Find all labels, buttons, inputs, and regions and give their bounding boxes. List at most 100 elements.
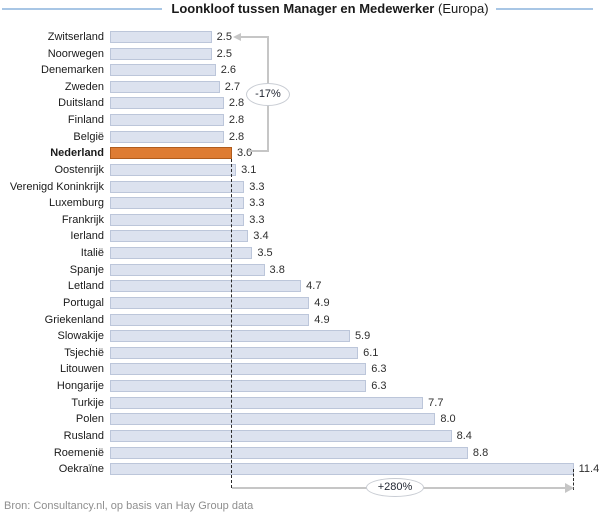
bar xyxy=(110,396,424,409)
country-label: Slowakije xyxy=(57,330,104,343)
chart-row: Luxemburg 3.3 xyxy=(0,195,600,211)
value-label: 6.3 xyxy=(371,363,387,376)
country-label: Tsjechië xyxy=(64,346,104,359)
bar xyxy=(110,230,249,243)
value-label: 3.3 xyxy=(249,197,265,210)
country-label: Litouwen xyxy=(59,363,104,376)
chart-row: Noorwegen 2.5 xyxy=(0,46,600,62)
chart-row: Polen 8.0 xyxy=(0,411,600,427)
decrease-badge: -17% xyxy=(246,83,290,106)
chart-row: Zwitserland 2.5 xyxy=(0,29,600,45)
bar xyxy=(110,163,237,176)
country-label: Luxemburg xyxy=(48,197,104,210)
bar xyxy=(110,64,216,77)
value-label: 8.4 xyxy=(456,429,472,442)
chart-row: Verenigd Koninkrijk 3.3 xyxy=(0,179,600,195)
comparison-bracket-bottom xyxy=(248,150,268,152)
bar xyxy=(110,446,468,459)
chart-row: Denemarken 2.6 xyxy=(0,62,600,78)
value-label: 8.0 xyxy=(440,413,456,426)
title-rule-right xyxy=(496,8,593,10)
chart-row: Oekraïne 11.4 xyxy=(0,461,600,477)
bar xyxy=(110,80,220,93)
bar xyxy=(110,31,212,43)
chart-title: Loonkloof tussen Manager en Medewerker (… xyxy=(155,1,505,16)
country-label: Letland xyxy=(67,280,104,293)
country-label: Italië xyxy=(80,247,104,260)
value-label: 5.9 xyxy=(354,330,371,343)
chart-row: Hongarije 6.3 xyxy=(0,378,600,394)
bar xyxy=(110,263,265,276)
chart-row: Litouwen 6.3 xyxy=(0,361,600,377)
country-label: Spanje xyxy=(69,263,104,276)
chart-row: Spanje 3.8 xyxy=(0,262,600,278)
value-label: 3.5 xyxy=(257,247,273,260)
bar xyxy=(110,47,212,60)
chart-row: Finland 2.8 xyxy=(0,112,600,128)
bar xyxy=(110,197,245,210)
country-label: Rusland xyxy=(63,429,104,442)
chart-row: Turkije 7.7 xyxy=(0,395,600,411)
chart-row: Zweden 2.7 xyxy=(0,79,600,95)
bar xyxy=(110,363,367,376)
country-label: Zweden xyxy=(64,80,104,93)
source-note: Bron: Consultancy.nl, op basis van Hay G… xyxy=(4,500,254,512)
chart-row: Ierland 3.4 xyxy=(0,228,600,244)
country-label: Ierland xyxy=(70,230,104,243)
value-label: 4.9 xyxy=(314,313,330,326)
chart-row: Tsjechië 6.1 xyxy=(0,345,600,361)
country-label: Portugal xyxy=(63,296,104,309)
country-label: België xyxy=(73,130,104,143)
value-label: 2.5 xyxy=(216,47,232,60)
country-label: Nederland xyxy=(50,147,104,160)
value-label: 11.4 xyxy=(578,463,600,476)
chart-row: Roemenië 8.8 xyxy=(0,445,600,461)
country-label: Denemarken xyxy=(41,64,104,77)
country-label: Hongarije xyxy=(56,380,104,393)
chart-title-suffix: (Europa) xyxy=(434,1,489,16)
value-label: 2.8 xyxy=(228,97,245,110)
chart-row: Portugal 4.9 xyxy=(0,295,600,311)
country-label: Zwitserland xyxy=(47,31,104,43)
value-label: 3.3 xyxy=(249,213,265,226)
country-label: Turkije xyxy=(71,396,104,409)
value-label: 7.7 xyxy=(428,396,444,409)
country-label: Duitsland xyxy=(58,97,104,110)
comparison-bracket-top xyxy=(241,36,268,38)
bar xyxy=(110,213,245,226)
value-label: 3.8 xyxy=(269,263,285,276)
bar xyxy=(110,247,253,260)
nederland-baseline-dashed-line xyxy=(231,159,232,488)
bar xyxy=(110,413,436,426)
title-rule-left xyxy=(2,8,162,10)
bar xyxy=(110,429,452,442)
increase-badge: +280% xyxy=(366,478,424,497)
bar xyxy=(110,130,224,143)
chart-row: Frankrijk 3.3 xyxy=(0,212,600,228)
bar xyxy=(110,463,574,476)
chart-row: Slowakije 5.9 xyxy=(0,328,600,344)
value-label: 2.8 xyxy=(228,114,245,127)
value-label: 4.7 xyxy=(306,280,322,293)
chart-row: Duitsland 2.8 xyxy=(0,95,600,111)
arrowhead-right-icon xyxy=(565,483,574,493)
chart-row: Italië 3.5 xyxy=(0,245,600,261)
country-label: Polen xyxy=(75,413,104,426)
value-label: 2.5 xyxy=(216,31,232,43)
country-label: Griekenland xyxy=(44,313,104,326)
chart-row: Oostenrijk 3.1 xyxy=(0,162,600,178)
max-value-dashed-tick xyxy=(573,469,574,490)
bar xyxy=(110,346,359,359)
chart-row: België 2.8 xyxy=(0,129,600,145)
chart-title-main: Loonkloof tussen Manager en Medewerker xyxy=(171,1,435,16)
highlight-bar xyxy=(110,147,232,160)
value-label: 2.8 xyxy=(228,130,245,143)
value-label: 8.8 xyxy=(472,446,489,459)
bar xyxy=(110,313,310,326)
value-label: 6.1 xyxy=(363,346,379,359)
bar xyxy=(110,114,224,127)
bar xyxy=(110,280,302,293)
country-label: Verenigd Koninkrijk xyxy=(9,180,104,193)
country-label: Noorwegen xyxy=(47,47,104,60)
